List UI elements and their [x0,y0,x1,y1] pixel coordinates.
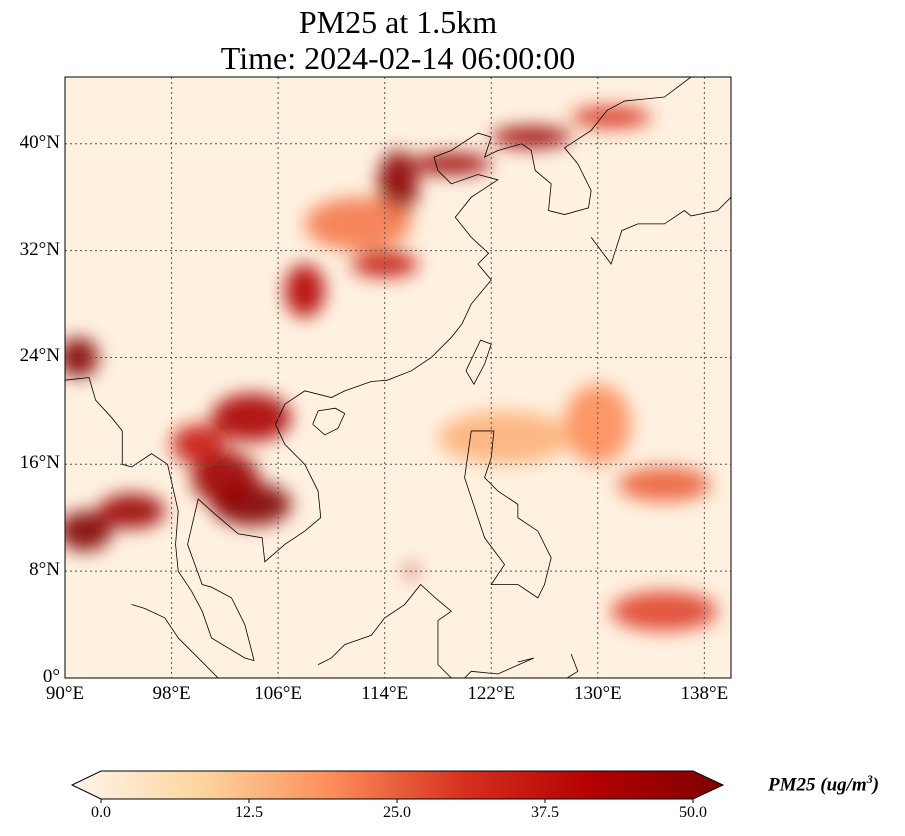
lon-tick-label: 138°E [680,683,729,704]
colorbar-tick-label: 25.0 [383,804,411,821]
pm25-hotspot [98,493,165,529]
pm25-hotspot [284,264,325,318]
lat-tick-label: 8°N [29,559,60,581]
colorbar-tick-label: 37.5 [531,804,559,821]
coastline [312,407,346,436]
lon-tick-label: 122°E [467,683,516,704]
pm25-hotspot [438,411,572,465]
map-frame [64,76,732,679]
lon-tick-label: 106°E [254,683,302,704]
lat-tick-label: 24°N [19,345,60,367]
pm25-hotspot [211,393,292,442]
colorbar-tick-label: 0.0 [91,804,111,821]
colorbar-tick-label: 12.5 [235,804,263,821]
pm25-hotspot [65,337,99,378]
pm25-hotspot [65,511,112,552]
lon-tick-label: 114°E [361,683,409,704]
coastlines [65,77,731,678]
pm25-hotspot [564,384,632,465]
title-line-1: PM25 at 1.5km [298,4,498,40]
pm25-hotspot [304,197,412,251]
lat-tick-label: 0° [42,666,60,687]
coastline [65,377,255,662]
colorbar-label: PM25 (ug/m3) [768,772,880,796]
pm25-hotspot [611,591,718,632]
lon-tick-label: 130°E [573,683,622,704]
coastline [590,196,731,265]
lat-tick-label: 32°N [19,238,60,260]
pm25-hotspot [571,106,652,128]
coastline [317,583,452,678]
colorbar-tick-label: 50.0 [679,804,707,821]
lon-tick-label: 90°E [45,683,85,704]
pm25-hotspot [411,153,492,175]
coastline [187,77,692,661]
lat-tick-label: 16°N [19,452,60,474]
title-line-2: Time: 2024-02-14 06:00:00 [220,40,576,76]
pm25-hotspot [171,424,225,465]
coastline [465,339,492,385]
pm25-hotspot [617,467,711,502]
pm25-hotspot [491,126,572,148]
coastline [566,653,579,678]
pm25-hotspot [378,150,418,218]
lon-tick-label: 98°E [152,683,191,704]
colorbar [70,770,725,800]
coastline [464,657,535,678]
coastline [464,430,552,599]
lat-tick-label: 40°N [19,131,60,153]
